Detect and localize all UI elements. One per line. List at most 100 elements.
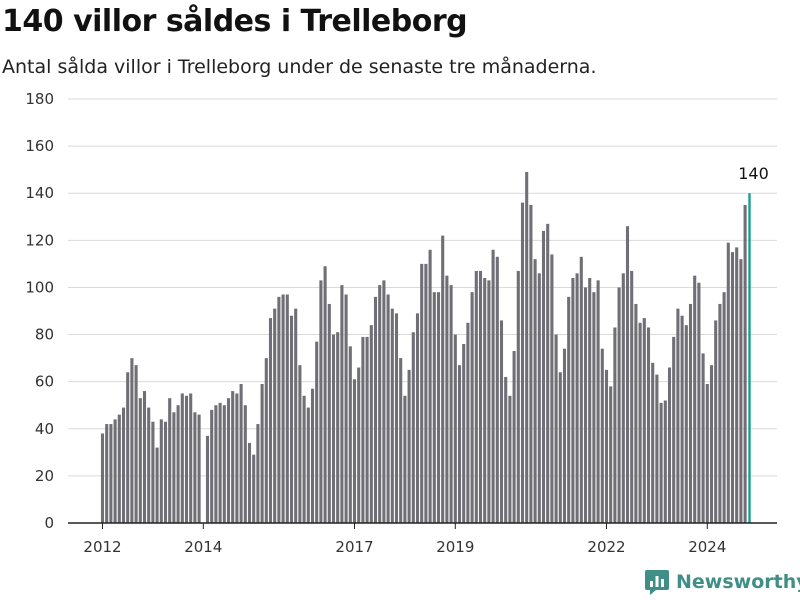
bar	[445, 275, 449, 523]
bar	[525, 172, 529, 523]
bar	[583, 287, 588, 523]
bar	[554, 334, 558, 523]
bar	[235, 393, 239, 523]
bar	[281, 294, 285, 523]
bar	[550, 254, 554, 523]
y-tick-label: 160	[25, 137, 54, 155]
bar	[373, 296, 378, 523]
bar	[298, 365, 302, 523]
bar	[617, 287, 621, 523]
chart-subtitle: Antal sålda villor i Trelleborg under de…	[2, 56, 597, 78]
bar	[197, 414, 201, 523]
bar	[403, 395, 407, 523]
bar	[718, 303, 722, 523]
bar	[352, 379, 357, 523]
bar	[663, 400, 667, 523]
bar	[193, 412, 197, 523]
bar-latest	[748, 193, 751, 523]
bar	[142, 391, 147, 523]
bar	[571, 278, 575, 523]
logo-text: Newsworthy	[676, 571, 800, 593]
bar	[252, 454, 256, 523]
bar	[575, 273, 579, 523]
bar	[541, 230, 546, 523]
bar	[210, 409, 214, 523]
annotation-label: 140	[738, 164, 769, 183]
bar	[138, 398, 142, 523]
bar	[172, 412, 176, 523]
bar	[273, 308, 277, 523]
bar	[285, 294, 289, 523]
bar	[613, 327, 617, 523]
bar	[357, 367, 361, 523]
bar	[588, 278, 592, 523]
bar	[344, 294, 348, 523]
bar	[693, 275, 697, 523]
y-tick-label: 120	[25, 231, 54, 249]
bar	[491, 249, 495, 523]
bar	[600, 348, 604, 523]
bar	[432, 292, 436, 523]
bar	[722, 292, 726, 523]
bar	[436, 292, 441, 523]
bar	[621, 273, 625, 523]
bar	[361, 336, 365, 523]
bar	[466, 322, 470, 523]
bar	[247, 442, 252, 523]
bar	[579, 256, 583, 523]
bar	[323, 266, 327, 523]
bar	[302, 395, 306, 523]
y-tick-label: 40	[35, 420, 54, 438]
bar	[705, 384, 709, 523]
bar	[159, 419, 163, 523]
bar	[310, 388, 315, 523]
bar	[680, 315, 684, 523]
bar	[646, 327, 651, 523]
bar	[546, 223, 550, 523]
bar	[168, 398, 172, 523]
bar	[264, 358, 268, 523]
bar	[117, 414, 121, 523]
bar	[348, 346, 352, 523]
bar	[457, 365, 462, 523]
bar	[105, 424, 109, 523]
y-tick-label: 80	[35, 326, 54, 344]
y-tick-label: 180	[25, 90, 54, 108]
bar	[176, 405, 180, 523]
bar	[226, 398, 231, 523]
bar	[676, 308, 680, 523]
bar	[306, 407, 310, 523]
bar	[277, 296, 281, 523]
x-tick-label: 2024	[688, 538, 726, 556]
bar	[470, 292, 474, 523]
bar	[743, 205, 747, 523]
bar	[709, 365, 714, 523]
bar	[268, 318, 273, 523]
bar	[218, 402, 222, 523]
bar	[441, 235, 445, 523]
bar	[634, 303, 638, 523]
bar	[424, 263, 428, 523]
bar	[100, 433, 105, 523]
bar	[483, 278, 487, 523]
bar	[382, 280, 386, 523]
bar	[147, 407, 151, 523]
chart-title: 140 villor såldes i Trelleborg	[2, 4, 468, 39]
y-axis: 0 20 40 60 80 100 120 140 160 180	[25, 90, 54, 532]
bar	[625, 226, 630, 523]
bar	[449, 285, 453, 523]
bar	[453, 334, 457, 523]
bar	[592, 292, 596, 523]
bar	[390, 308, 394, 523]
bar	[697, 282, 701, 523]
bar	[340, 285, 344, 523]
bar	[378, 285, 382, 523]
bar	[516, 270, 520, 523]
bar	[487, 280, 491, 523]
bar	[642, 318, 646, 523]
newsworthy-logo[interactable]: Newsworthy	[644, 568, 800, 596]
bar	[411, 332, 415, 523]
bar	[327, 303, 331, 523]
bar	[701, 353, 705, 523]
